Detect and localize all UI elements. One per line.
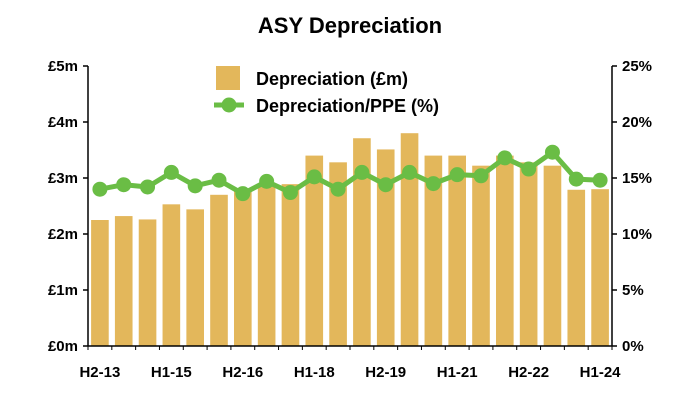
point-H2-23 <box>568 171 584 187</box>
point-H1-21 <box>449 167 465 183</box>
x-tick-label: H1-18 <box>294 364 335 381</box>
point-H1-22 <box>497 150 513 166</box>
bar-H2-20 <box>424 155 443 346</box>
bar-H2-17 <box>281 184 300 346</box>
point-H2-20 <box>425 176 441 192</box>
bar-H2-16 <box>234 189 252 346</box>
bar-H2-23 <box>567 189 586 346</box>
y-left-tick-label: £5m <box>48 58 78 75</box>
bars-layer <box>91 133 609 346</box>
bar-H1-14 <box>114 216 133 346</box>
point-H1-24 <box>592 172 608 188</box>
point-H2-18 <box>330 181 346 197</box>
bar-H2-13 <box>91 220 109 346</box>
y-left-tick-label: £3m <box>48 170 78 187</box>
legend-marker-icon <box>221 97 237 113</box>
bar-H1-20 <box>400 133 419 346</box>
point-H1-15 <box>163 164 179 180</box>
point-H1-23 <box>544 144 560 160</box>
bar-H1-17 <box>257 183 276 346</box>
point-H2-19 <box>378 177 394 193</box>
y-right-tick-label: 15% <box>622 170 652 187</box>
legend-bar-swatch <box>216 66 240 90</box>
x-tick-label: H2-16 <box>222 364 263 381</box>
y-right-tick-label: 5% <box>622 282 644 299</box>
bar-H2-22 <box>519 162 538 346</box>
point-H2-21 <box>473 168 489 184</box>
legend-label-depreciation-ppe: Depreciation/PPE (%) <box>256 96 439 116</box>
y-right-tick-label: 0% <box>622 338 644 355</box>
legend-label-depreciation: Depreciation (£m) <box>256 69 408 89</box>
bar-H1-15 <box>162 204 181 346</box>
point-H1-14 <box>116 177 132 193</box>
point-H2-14 <box>140 179 156 195</box>
bar-H1-16 <box>210 194 228 346</box>
x-tick-label: H1-24 <box>580 364 622 381</box>
point-H2-17 <box>282 185 298 201</box>
y-right-tick-label: 10% <box>622 226 652 243</box>
y-left-tick-label: £2m <box>48 226 78 243</box>
point-H1-19 <box>354 164 370 180</box>
point-H2-16 <box>235 186 251 202</box>
point-H2-13 <box>92 181 108 197</box>
y-left-tick-label: £4m <box>48 114 78 131</box>
line-layer <box>92 144 608 202</box>
y-left-tick-label: £1m <box>48 282 78 299</box>
x-tick-label: H2-22 <box>508 364 549 381</box>
bar-H1-18 <box>305 155 324 346</box>
x-tick-label: H2-19 <box>365 364 406 381</box>
bar-H2-18 <box>329 162 347 346</box>
bar-H2-14 <box>138 219 157 346</box>
point-H2-15 <box>187 178 203 194</box>
bar-H2-15 <box>186 209 204 346</box>
x-tick-label: H2-13 <box>79 364 120 381</box>
point-H1-18 <box>306 169 322 185</box>
bar-H1-22 <box>496 155 514 346</box>
y-right-tick-label: 20% <box>622 114 652 131</box>
bar-H2-21 <box>472 165 490 346</box>
bar-H2-19 <box>376 149 395 346</box>
axes-layer: £0m £1m £2m £3m £4m £5m 0% 5% 10% 15% 20% 25% H2-13 H… <box>48 58 652 381</box>
line-series-depreciation-ppe <box>99 149 601 197</box>
bar-H1-19 <box>353 138 371 346</box>
bar-H1-21 <box>448 155 466 346</box>
point-H1-17 <box>259 173 275 189</box>
y-right-tick-label: 25% <box>622 58 652 75</box>
x-tick-label: H1-21 <box>437 364 478 381</box>
bar-H1-23 <box>543 165 562 346</box>
point-H1-20 <box>402 164 418 180</box>
x-tick-label: H1-15 <box>151 364 192 381</box>
y-left-tick-label: £0m <box>48 338 78 355</box>
legend: Depreciation (£m) Depreciation/PPE (%) <box>214 66 439 116</box>
bar-H1-24 <box>591 189 609 346</box>
chart-title: ASY Depreciation <box>258 13 442 38</box>
point-H2-22 <box>521 161 537 177</box>
point-H1-16 <box>211 172 227 188</box>
